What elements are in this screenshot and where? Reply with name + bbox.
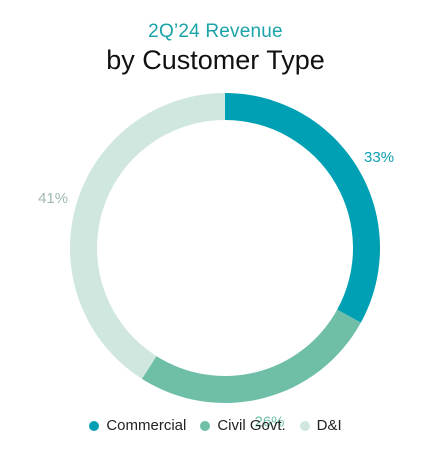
data-label-d-and-i: 41% (38, 190, 68, 207)
legend-label-d-and-i: D&I (316, 417, 342, 434)
legend-item-d-and-i: D&I (299, 416, 342, 436)
slice-d-and-i (69, 92, 225, 379)
slice-commercial (225, 93, 380, 323)
chart-legend: Commercial Civil Govt. D&I (0, 416, 431, 436)
legend-item-commercial: Commercial (89, 416, 186, 436)
slice-civil-govt (141, 309, 361, 403)
legend-swatch-civil-govt (200, 421, 211, 431)
data-label-civil-govt: 26% (254, 413, 284, 430)
legend-swatch-d-and-i (299, 421, 310, 431)
legend-item-civil-govt: Civil Govt. (200, 416, 286, 436)
legend-swatch-commercial (89, 421, 100, 431)
chart-title: 2Q’24 Revenue (148, 21, 283, 42)
legend-label-civil-govt: Civil Govt. (217, 417, 286, 434)
data-label-commercial: 33% (364, 149, 394, 166)
legend-label-commercial: Commercial (106, 417, 187, 434)
chart-subtitle: by Customer Type (106, 45, 325, 75)
